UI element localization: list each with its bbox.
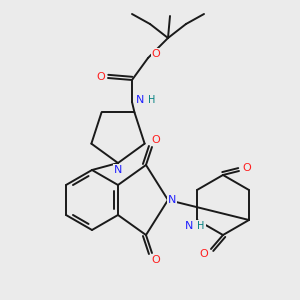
Text: O: O bbox=[152, 49, 160, 59]
Text: O: O bbox=[200, 249, 208, 259]
Text: O: O bbox=[97, 72, 105, 82]
Text: O: O bbox=[152, 255, 160, 265]
Text: N: N bbox=[114, 165, 122, 175]
Text: N: N bbox=[185, 221, 193, 231]
Text: O: O bbox=[152, 135, 160, 145]
Text: H: H bbox=[148, 95, 156, 105]
Text: O: O bbox=[243, 163, 251, 173]
Text: H: H bbox=[197, 221, 205, 231]
Text: N: N bbox=[136, 95, 144, 105]
Text: N: N bbox=[168, 195, 176, 205]
